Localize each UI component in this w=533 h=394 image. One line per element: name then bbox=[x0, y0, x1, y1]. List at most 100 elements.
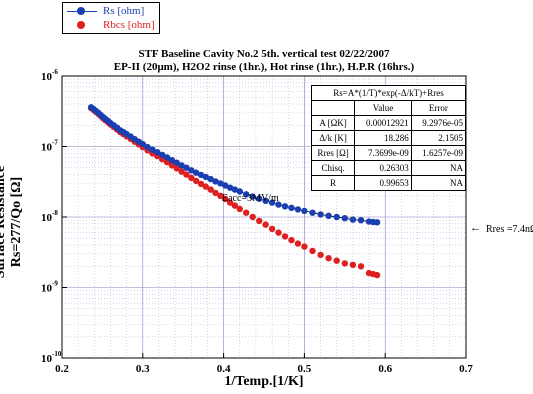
x-tick-label: 0.3 bbox=[136, 363, 150, 375]
legend-item-rs: Rs [ohm] bbox=[63, 5, 159, 19]
rbcs-data-point bbox=[163, 158, 171, 166]
rbcs-data-point bbox=[281, 233, 289, 240]
rres-annotation: Rres =7.4nΩ bbox=[486, 224, 533, 235]
y-tick-exponent: -8 bbox=[52, 209, 58, 217]
rbcs-data-point bbox=[243, 209, 250, 216]
y-tick-label: 10 bbox=[41, 142, 53, 154]
x-tick-label: 0.5 bbox=[298, 363, 312, 375]
y-tick-label: 10 bbox=[41, 353, 53, 365]
rbcs-data-point bbox=[262, 221, 269, 228]
rbcs-data-point bbox=[173, 165, 180, 172]
y-tick-exponent: -7 bbox=[52, 139, 58, 147]
rs-data-point bbox=[325, 212, 332, 219]
rs-data-point bbox=[159, 151, 166, 159]
rbcs-data-point bbox=[317, 251, 324, 259]
x-tick-label: 0.4 bbox=[217, 363, 231, 375]
fit-param-name: R bbox=[310, 175, 356, 191]
rs-data-point bbox=[207, 175, 214, 183]
rs-data-point bbox=[222, 182, 229, 189]
rs-data-point bbox=[188, 167, 195, 174]
data-points-layer bbox=[87, 104, 381, 279]
rbcs-data-point bbox=[178, 168, 185, 175]
rbcs-data-point bbox=[202, 183, 209, 190]
x-tick-label: 0.6 bbox=[378, 363, 392, 375]
rbcs-data-point bbox=[222, 195, 229, 203]
legend-label-rs: Rs [ohm] bbox=[103, 5, 145, 17]
rs-data-point bbox=[163, 154, 171, 161]
rs-data-point bbox=[275, 201, 282, 208]
rbcs-data-point bbox=[256, 217, 263, 225]
rs-data-point bbox=[226, 184, 234, 191]
rs-data-point bbox=[294, 206, 302, 213]
fit-param-error: NA bbox=[410, 175, 467, 191]
fit-header-cell: Error bbox=[410, 100, 467, 116]
rbcs-data-point bbox=[288, 236, 295, 244]
rs-data-point bbox=[268, 199, 276, 206]
fit-row-a: A [ΩK] 0.00012921 9.2976e-05 bbox=[310, 115, 467, 131]
rbcs-data-point bbox=[231, 202, 239, 209]
rs-data-point bbox=[249, 193, 256, 200]
rbcs-data-point bbox=[294, 240, 302, 247]
fit-param-name: Rres [Ω] bbox=[310, 145, 356, 161]
rs-data-point bbox=[212, 178, 219, 185]
fit-header-cell bbox=[310, 100, 356, 116]
rbcs-data-point bbox=[168, 162, 176, 169]
x-tick-label: 0.7 bbox=[459, 363, 473, 375]
rs-data-point bbox=[333, 213, 340, 221]
rres-arrow-icon: ← bbox=[470, 222, 481, 234]
rs-data-point bbox=[236, 188, 243, 195]
rbcs-data-point bbox=[341, 260, 348, 267]
rs-data-point bbox=[262, 197, 269, 204]
fit-row-rres: Rres [Ω] 7.3699e-09 1.6257e-09 bbox=[310, 145, 467, 161]
rbcs-data-point bbox=[268, 225, 276, 232]
rs-data-point bbox=[288, 204, 295, 211]
rbcs-data-point bbox=[309, 247, 316, 255]
rbcs-data-point bbox=[357, 263, 365, 270]
rs-data-point bbox=[183, 164, 190, 171]
rs-data-point bbox=[281, 203, 289, 210]
y-tick-exponent: -9 bbox=[52, 280, 58, 288]
legend-marker-rbcs bbox=[77, 21, 85, 29]
legend: Rs [ohm] Rbcs [ohm] bbox=[62, 2, 160, 34]
y-axis-label: Surface Resistance Rs=277/Qo [Ω] bbox=[0, 166, 25, 278]
x-axis-label: 1/Temp.[1/K] bbox=[224, 374, 304, 389]
fit-param-error: 1.6257e-09 bbox=[410, 145, 467, 161]
rs-data-point bbox=[349, 216, 357, 223]
rbcs-data-point bbox=[207, 186, 214, 193]
rbcs-data-point bbox=[333, 257, 340, 264]
fit-formula-row: Rs=A*(1/T)*exp(-Δ/kT)+Rres bbox=[311, 85, 466, 101]
fit-param-name: Chisq. bbox=[310, 160, 356, 176]
rbcs-data-point bbox=[212, 189, 219, 197]
fit-param-error: 9.2976e-05 bbox=[410, 115, 467, 131]
fit-param-error: 2.1505 bbox=[410, 130, 467, 146]
eacc-annotation: Eacc=3MV/m bbox=[222, 193, 279, 204]
rs-data-point bbox=[202, 173, 209, 181]
rs-data-point bbox=[309, 209, 316, 216]
rs-data-point bbox=[231, 186, 239, 193]
y-tick-label: 10 bbox=[41, 212, 53, 224]
rbcs-data-point bbox=[197, 180, 205, 188]
rbcs-data-point bbox=[373, 271, 381, 279]
rbcs-data-point bbox=[301, 243, 308, 250]
rbcs-data-point bbox=[275, 229, 282, 236]
rs-data-point bbox=[243, 191, 250, 198]
fit-row-r: R 0.99653 NA bbox=[310, 175, 467, 191]
fit-param-name: Δ/k [K] bbox=[310, 130, 356, 146]
chart-title-line2: EP-II (20μm), H2O2 rinse (1hr.), Hot rin… bbox=[113, 61, 415, 73]
rs-data-point bbox=[173, 159, 180, 166]
fit-header-row: Value Error bbox=[310, 100, 467, 116]
rbcs-data-point bbox=[325, 255, 332, 262]
rs-data-point bbox=[192, 169, 200, 176]
rs-data-point bbox=[197, 171, 205, 179]
legend-marker-rs bbox=[77, 7, 85, 15]
y-axis-label-line2: Rs=277/Qo [Ω] bbox=[9, 176, 24, 268]
fit-param-value: 0.00012921 bbox=[354, 115, 412, 131]
rbcs-data-point bbox=[217, 192, 224, 199]
rs-data-point bbox=[168, 157, 176, 164]
rs-data-point bbox=[301, 207, 308, 215]
chart-title-line1: STF Baseline Cavity No.2 5th. vertical t… bbox=[138, 48, 390, 60]
y-tick-exponent: -6 bbox=[52, 68, 58, 76]
rs-data-point bbox=[154, 149, 161, 156]
rs-data-point bbox=[317, 211, 324, 218]
